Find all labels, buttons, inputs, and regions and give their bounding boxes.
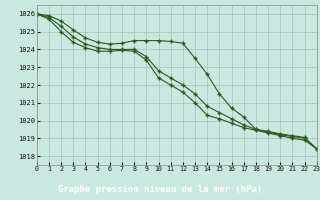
Text: Graphe pression niveau de la mer (hPa): Graphe pression niveau de la mer (hPa) [58,185,262,194]
